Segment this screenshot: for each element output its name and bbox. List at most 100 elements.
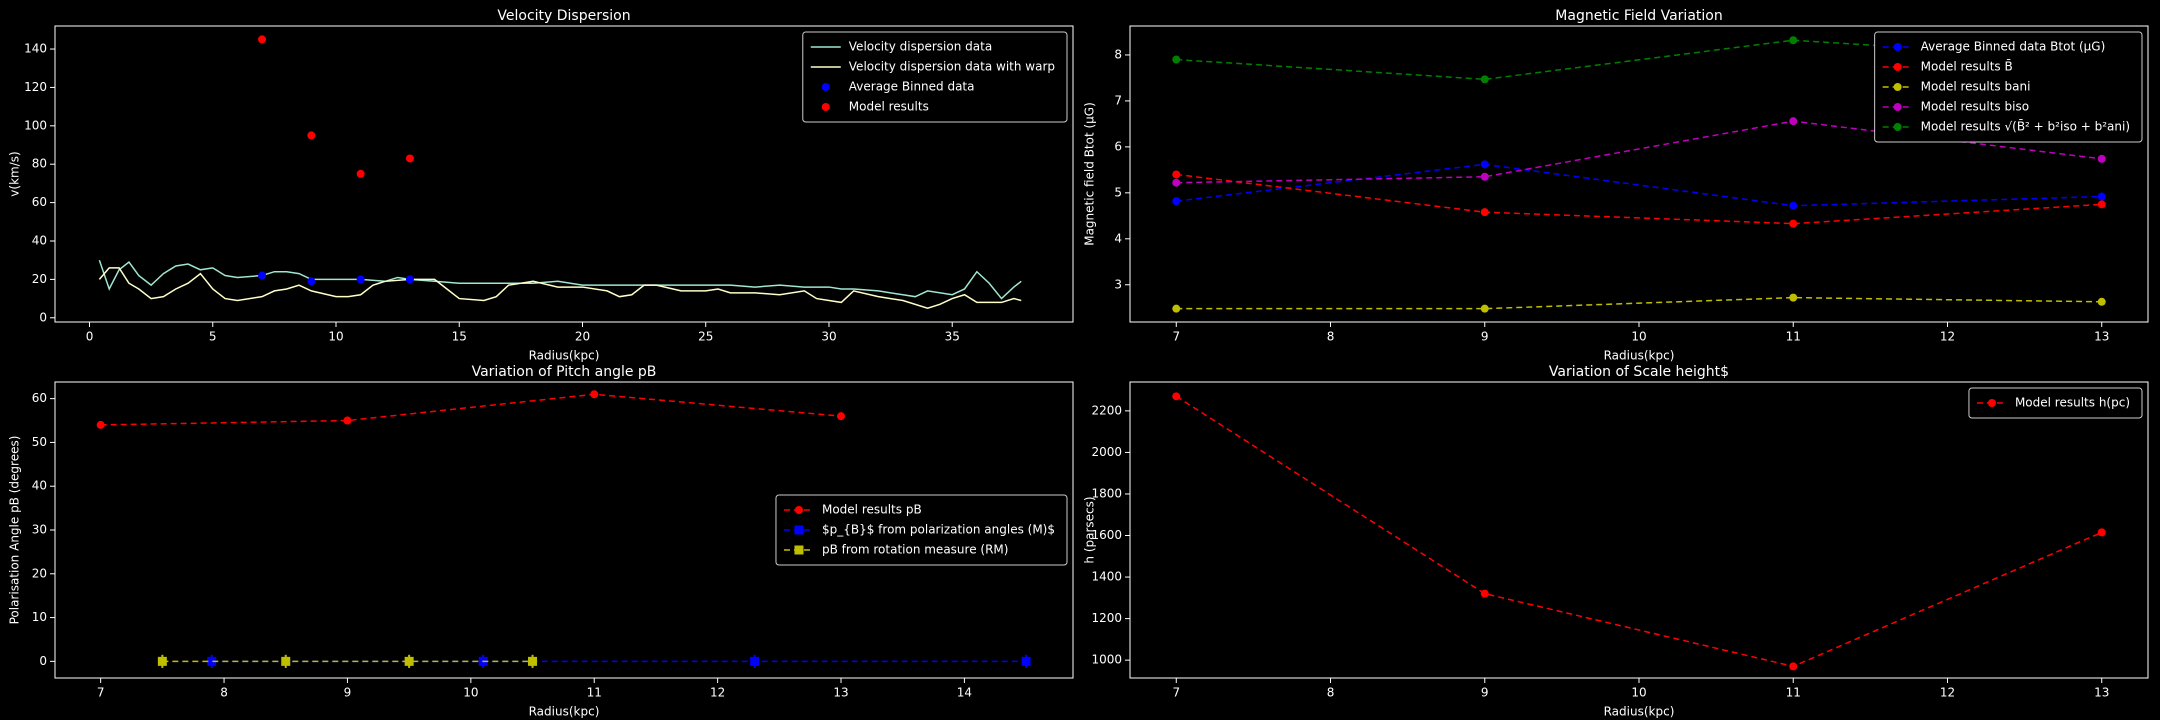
marker xyxy=(1172,55,1181,64)
panel: Variation of Scale height$ Radius(kpc) h (… xyxy=(1083,364,2149,719)
x-tick-label: 11 xyxy=(1786,686,1801,700)
y-tick-label: 10 xyxy=(32,610,47,624)
y-tick-label: 0 xyxy=(39,654,47,668)
legend-box xyxy=(775,494,1068,566)
marker xyxy=(794,525,804,535)
marker xyxy=(2097,192,2106,201)
marker xyxy=(1789,117,1798,126)
x-axis-label: Radius(kpc) xyxy=(529,349,600,363)
y-tick-label: 60 xyxy=(32,391,47,405)
legend-label: Model results pB xyxy=(822,503,922,517)
legend-label: Model results √(B̄² + b²iso + b²ani) xyxy=(1921,119,2130,133)
x-tick-label: 8 xyxy=(220,686,228,700)
marker xyxy=(1893,123,1902,131)
plot-area xyxy=(1129,381,2149,679)
x-tick-label: 13 xyxy=(833,686,848,700)
chart-title: Magnetic Field Variation xyxy=(1555,8,1722,24)
y-tick-label: 1000 xyxy=(1091,653,1122,667)
y-tick-label: 120 xyxy=(24,80,47,94)
chart-title: Variation of Scale height$ xyxy=(1549,364,1729,380)
chart-title: Velocity Dispersion xyxy=(497,8,630,24)
legend-label: Model results h(pc) xyxy=(2015,396,2130,410)
y-tick-label: 20 xyxy=(32,272,47,286)
x-axis-label: Radius(kpc) xyxy=(529,705,600,719)
y-tick-label: 20 xyxy=(32,566,47,580)
y-tick-label: 2000 xyxy=(1091,445,1122,459)
y-tick-label: 3 xyxy=(1114,277,1122,291)
series-line xyxy=(98,267,1022,309)
marker xyxy=(96,420,105,429)
legend-label: Model results B̄ xyxy=(1921,59,2013,73)
y-axis-label: v(km/s) xyxy=(8,151,22,196)
legend: Velocity dispersion data Velocity dispers… xyxy=(802,31,1068,123)
x-tick-label: 12 xyxy=(1940,330,1955,344)
legend-label: Velocity dispersion data with warp xyxy=(849,60,1055,74)
marker xyxy=(207,656,217,666)
marker xyxy=(1789,201,1798,210)
legend-label: Model results xyxy=(849,100,929,114)
x-tick-label: 11 xyxy=(587,686,602,700)
marker xyxy=(356,275,365,284)
y-tick-label: 1800 xyxy=(1091,486,1122,500)
marker xyxy=(1893,43,1902,51)
legend: Model results h(pc) xyxy=(1968,387,2143,419)
x-tick-label: 35 xyxy=(945,330,960,344)
y-axis-label: Magnetic field Btot (μG) xyxy=(1083,102,1097,246)
marker xyxy=(1172,178,1181,187)
y-tick-label: 1600 xyxy=(1091,528,1122,542)
marker xyxy=(2097,528,2106,537)
x-tick-label: 10 xyxy=(328,330,343,344)
series-line xyxy=(1176,120,2102,184)
x-tick-label: 15 xyxy=(452,330,467,344)
marker xyxy=(1172,392,1181,401)
x-tick-label: 30 xyxy=(821,330,836,344)
x-tick-label: 9 xyxy=(1481,686,1489,700)
x-tick-label: 7 xyxy=(97,686,105,700)
marker xyxy=(528,656,538,666)
marker xyxy=(405,154,414,163)
x-axis-label: Radius(kpc) xyxy=(1604,705,1675,719)
panel: Velocity Dispersion Radius(kpc) v(km/s) 0 5 1… xyxy=(8,8,1074,363)
y-tick-label: 7 xyxy=(1114,93,1122,107)
legend-box xyxy=(1968,387,2143,419)
marker xyxy=(1480,172,1489,181)
marker xyxy=(821,103,830,111)
x-tick-label: 14 xyxy=(957,686,972,700)
x-tick-label: 25 xyxy=(698,330,713,344)
x-tick-label: 11 xyxy=(1786,330,1801,344)
x-tick-label: 9 xyxy=(1481,330,1489,344)
x-tick-label: 7 xyxy=(1172,330,1180,344)
y-tick-label: 8 xyxy=(1114,47,1122,61)
marker xyxy=(307,277,316,286)
x-tick-label: 7 xyxy=(1172,686,1180,700)
x-tick-label: 10 xyxy=(463,686,478,700)
marker xyxy=(794,506,803,514)
x-tick-label: 20 xyxy=(575,330,590,344)
marker xyxy=(157,656,167,666)
y-tick-label: 6 xyxy=(1114,139,1122,153)
x-tick-label: 13 xyxy=(2094,686,2109,700)
marker xyxy=(405,275,414,284)
legend-label: Model results bani xyxy=(1921,80,2031,94)
marker xyxy=(794,545,804,555)
marker xyxy=(1172,170,1181,179)
y-tick-label: 1400 xyxy=(1091,570,1122,584)
x-tick-label: 10 xyxy=(1631,686,1646,700)
marker xyxy=(821,83,830,91)
legend-label: pB from rotation measure (RM) xyxy=(822,543,1008,557)
marker xyxy=(1789,662,1798,671)
series-line xyxy=(1176,173,2102,225)
marker xyxy=(281,656,291,666)
x-axis-label: Radius(kpc) xyxy=(1604,349,1675,363)
marker xyxy=(2097,154,2106,163)
y-tick-label: 1200 xyxy=(1091,611,1122,625)
marker xyxy=(307,131,316,140)
y-tick-label: 50 xyxy=(32,435,47,449)
marker xyxy=(1480,304,1489,313)
marker xyxy=(2097,200,2106,209)
y-tick-label: 40 xyxy=(32,233,47,247)
marker xyxy=(1893,103,1902,111)
marker xyxy=(1021,656,1031,666)
marker xyxy=(1480,75,1489,84)
x-tick-label: 8 xyxy=(1327,330,1335,344)
